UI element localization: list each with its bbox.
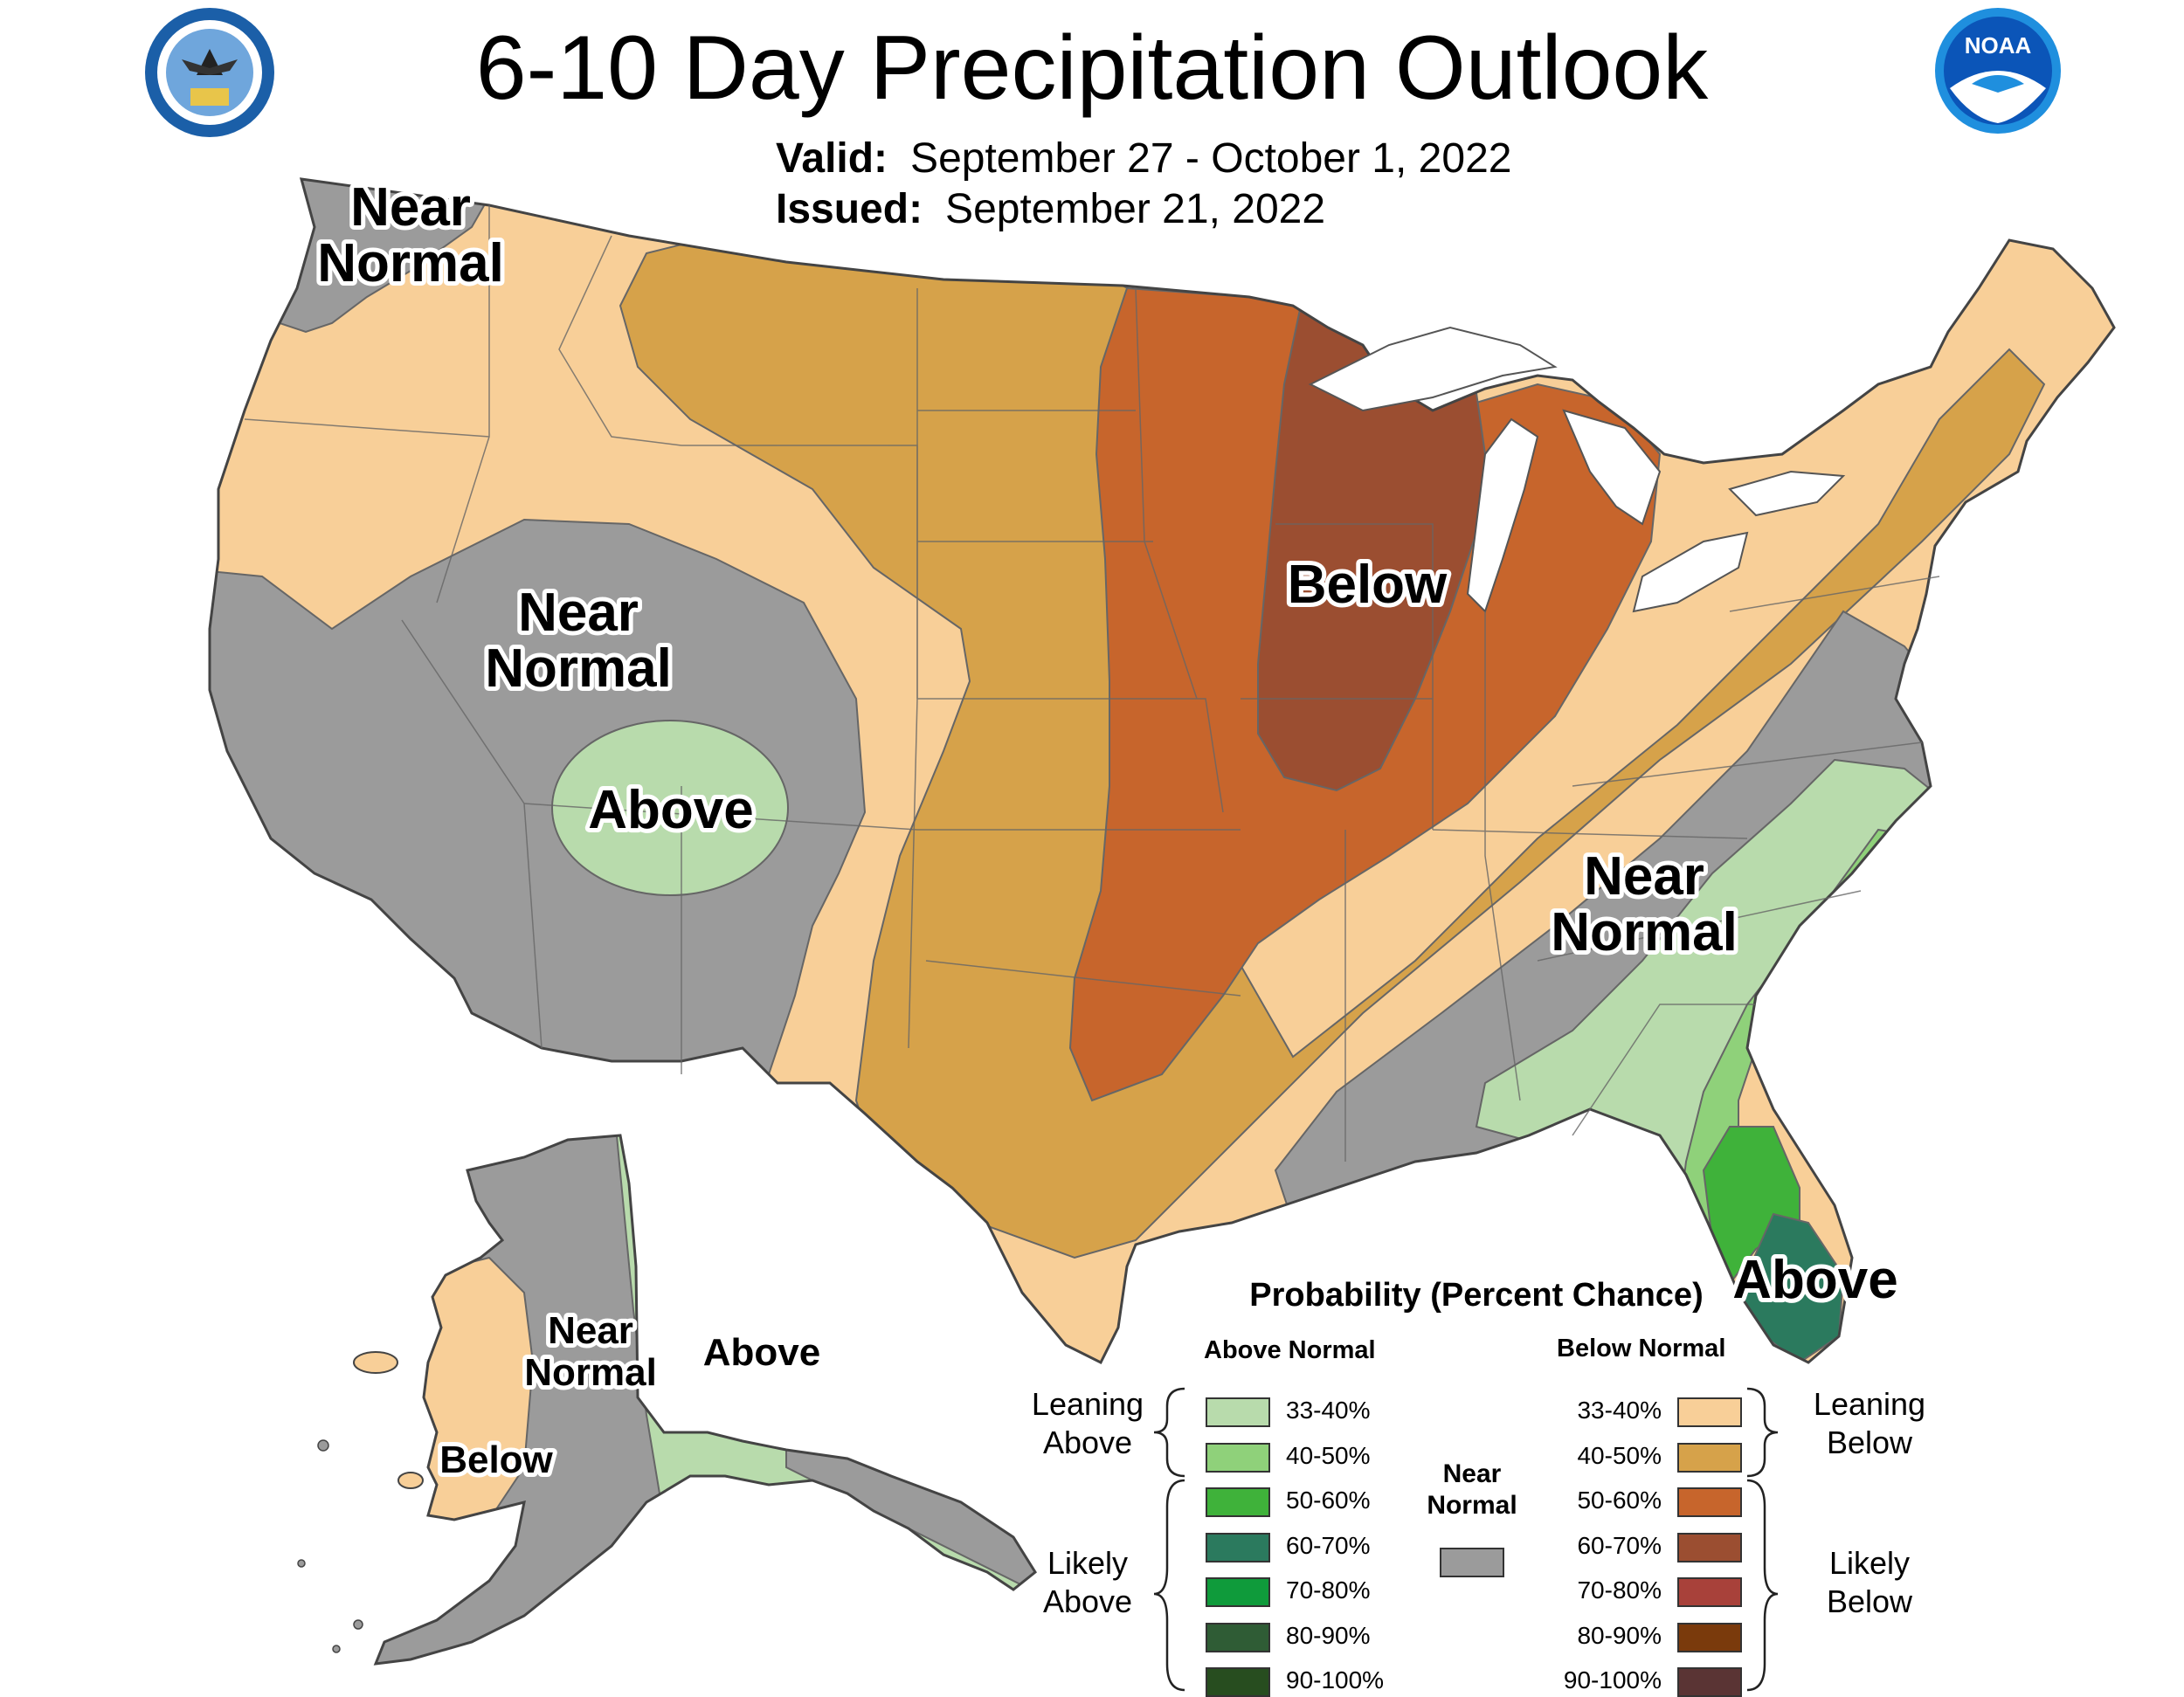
legend-below-range-6: 80-90% — [1577, 1622, 1662, 1649]
label-ak-near-normal-1: Near — [548, 1309, 633, 1352]
legend-below-swatch-6 — [1677, 1623, 1742, 1652]
legend-below-range-1: 33-40% — [1577, 1397, 1662, 1424]
legend-leaning-below-label: Leaning Below — [1782, 1385, 1957, 1462]
legend-above-range-4: 60-70% — [1286, 1532, 1371, 1559]
legend-likely-below-label: Likely Below — [1782, 1544, 1957, 1621]
issued-date: Issued: September 21, 2022 — [776, 185, 1325, 234]
issued-value: September 21, 2022 — [945, 186, 1326, 232]
legend-above-swatch-2 — [1206, 1443, 1270, 1473]
noaa-logo: NOAA — [1935, 8, 2061, 134]
state-boundaries — [244, 205, 1940, 1162]
legend-near-normal-line-1: Near — [1442, 1459, 1502, 1488]
legend-above-range-1: 33-40% — [1286, 1397, 1371, 1424]
legend-below-swatch-5 — [1677, 1577, 1742, 1607]
legend-above-swatch-1 — [1206, 1397, 1270, 1427]
likely-below-line-2: Below — [1826, 1583, 1913, 1619]
legend-below-braces — [1746, 1387, 1779, 1692]
leaning-above-line-2: Above — [1042, 1425, 1133, 1460]
label-sw-near-normal-2: Normal — [485, 638, 672, 699]
label-fl-above: Above — [1732, 1250, 1897, 1310]
legend-above-braces — [1153, 1387, 1185, 1692]
valid-label: Valid: — [776, 135, 888, 182]
label-sw-near-normal-1: Near — [518, 583, 639, 643]
legend-above-swatch-4 — [1206, 1533, 1270, 1562]
legend-leaning-above-label: Leaning Above — [1005, 1385, 1171, 1462]
legend-above-range-5: 70-80% — [1286, 1576, 1371, 1604]
valid-value: September 27 - October 1, 2022 — [910, 135, 1512, 182]
legend-below-range-2: 40-50% — [1577, 1442, 1662, 1469]
label-ak-near-normal-2: Normal — [524, 1351, 657, 1394]
region-fl-above-50-60 — [1702, 1126, 1800, 1287]
legend-above-swatch-5 — [1206, 1577, 1270, 1607]
department-of-commerce-seal-logo — [145, 8, 274, 137]
label-se-near-normal-2: Normal — [1551, 902, 1738, 962]
legend-near-normal-swatch — [1440, 1548, 1504, 1577]
leaning-above-line-1: Leaning — [1031, 1386, 1144, 1422]
legend-above-range-3: 50-60% — [1286, 1487, 1371, 1514]
map-labels: Near Normal Near Normal Above Below Near… — [313, 173, 1903, 1486]
legend-below-swatch-7 — [1677, 1667, 1742, 1697]
legend-title: Probability (Percent Chance) — [1249, 1277, 1704, 1314]
map-title: 6-10 Day Precipitation Outlook — [475, 17, 1709, 119]
legend-above-range-6: 80-90% — [1286, 1622, 1371, 1649]
noaa-logo-text: NOAA — [1965, 32, 2032, 59]
leaning-below-line-2: Below — [1826, 1425, 1913, 1460]
legend-likely-above-label: Likely Above — [1005, 1544, 1171, 1621]
legend-below-swatch-4 — [1677, 1533, 1742, 1562]
likely-above-line-1: Likely — [1047, 1545, 1129, 1581]
great-lakes — [1308, 326, 1846, 613]
legend-below-swatch-1 — [1677, 1397, 1742, 1427]
legend-above-range-2: 40-50% — [1286, 1442, 1371, 1469]
issued-label: Issued: — [776, 186, 923, 232]
legend-below-range-7: 90-100% — [1563, 1666, 1662, 1694]
label-nw-near-normal-2: Normal — [317, 233, 504, 293]
legend-above-range-7: 90-100% — [1286, 1666, 1385, 1694]
legend-above-swatch-6 — [1206, 1623, 1270, 1652]
label-midwest-below: Below — [1288, 555, 1448, 615]
label-ak-above: Above — [703, 1331, 820, 1374]
leaning-below-line-1: Leaning — [1813, 1386, 1926, 1422]
legend-above-swatch-3 — [1206, 1487, 1270, 1517]
valid-dates: Valid: September 27 - October 1, 2022 — [776, 135, 1511, 183]
label-se-near-normal-1: Near — [1584, 846, 1704, 907]
likely-below-line-1: Likely — [1828, 1545, 1911, 1581]
legend-below-range-3: 50-60% — [1577, 1487, 1662, 1514]
label-sw-above: Above — [588, 780, 753, 840]
legend-near-normal-label: Near Normal — [1415, 1459, 1529, 1521]
legend-below-swatch-2 — [1677, 1443, 1742, 1473]
legend-below-header: Below Normal — [1557, 1335, 1726, 1362]
legend-below-range-5: 70-80% — [1577, 1576, 1662, 1604]
likely-above-line-2: Above — [1042, 1583, 1133, 1619]
legend-below-range-4: 60-70% — [1577, 1532, 1662, 1559]
legend-above-header: Above Normal — [1204, 1336, 1376, 1364]
region-sw-leaning-above — [551, 720, 789, 896]
label-ak-below: Below — [439, 1438, 553, 1481]
legend-below-swatch-3 — [1677, 1487, 1742, 1517]
label-nw-near-normal-1: Near — [350, 177, 471, 238]
legend-near-normal-line-2: Normal — [1427, 1491, 1517, 1520]
